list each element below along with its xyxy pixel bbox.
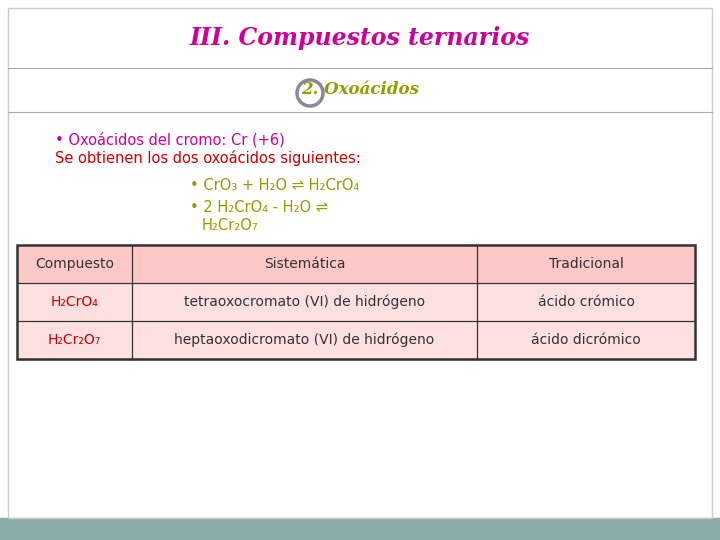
Text: • CrO₃ + H₂O ⇌ H₂CrO₄: • CrO₃ + H₂O ⇌ H₂CrO₄ bbox=[190, 178, 359, 192]
Bar bbox=[17, 321, 695, 359]
Text: • 2 H₂CrO₄ - H₂O ⇌: • 2 H₂CrO₄ - H₂O ⇌ bbox=[190, 199, 328, 214]
Bar bbox=[17, 245, 695, 359]
Text: H₂Cr₂O₇: H₂Cr₂O₇ bbox=[48, 333, 102, 347]
Text: Tradicional: Tradicional bbox=[549, 257, 624, 271]
Text: Compuesto: Compuesto bbox=[35, 257, 114, 271]
Text: H₂CrO₄: H₂CrO₄ bbox=[50, 295, 99, 309]
Text: III. Compuestos ternarios: III. Compuestos ternarios bbox=[190, 26, 530, 50]
Text: • Oxoácidos del cromo: Cr (+6): • Oxoácidos del cromo: Cr (+6) bbox=[55, 132, 284, 148]
Text: ácido crómico: ácido crómico bbox=[538, 295, 634, 309]
Text: ácido dicrómico: ácido dicrómico bbox=[531, 333, 641, 347]
Bar bbox=[0, 518, 720, 540]
Bar bbox=[17, 283, 695, 321]
Text: Se obtienen los dos oxoácidos siguientes:: Se obtienen los dos oxoácidos siguientes… bbox=[55, 150, 361, 166]
Text: heptaoxodicromato (VI) de hidrógeno: heptaoxodicromato (VI) de hidrógeno bbox=[174, 333, 435, 347]
Text: Sistemática: Sistemática bbox=[264, 257, 346, 271]
Bar bbox=[17, 245, 695, 283]
Text: H₂Cr₂O₇: H₂Cr₂O₇ bbox=[202, 218, 258, 233]
Text: tetraoxocromato (VI) de hidrógeno: tetraoxocromato (VI) de hidrógeno bbox=[184, 295, 425, 309]
Text: 2. Oxoácidos: 2. Oxoácidos bbox=[301, 80, 419, 98]
